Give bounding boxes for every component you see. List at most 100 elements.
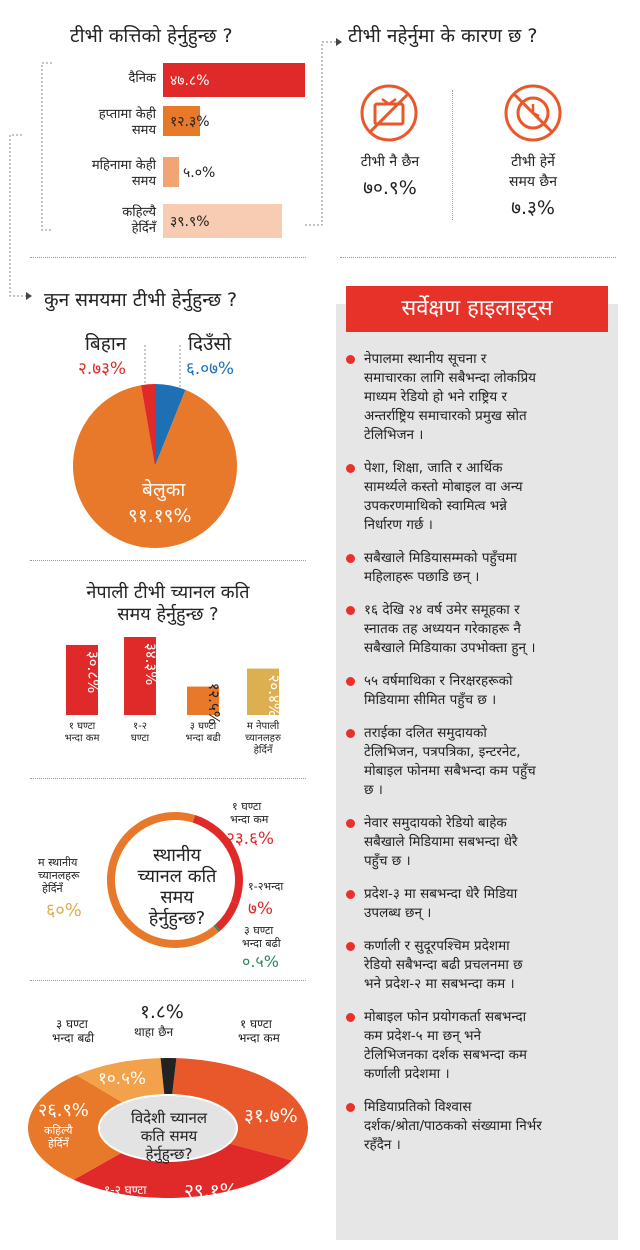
foreign-dk-value: १.८%	[140, 1001, 184, 1023]
nepali-title-2: समय हेर्नुहुन्छ ?	[117, 604, 219, 625]
frequency-bar-label: हप्तामा केही समय	[98, 107, 156, 138]
highlight-item: मिडियाप्रतिको विश्वास दर्शक/श्रोता/पाठकक…	[346, 1098, 608, 1155]
highlight-item: नेपालमा स्थानीय सूचना र समाचारका लागि सब…	[346, 350, 608, 445]
nepali-bar-label: भन्दा बढी	[185, 732, 221, 744]
frequency-bar-label: दैनिक	[128, 71, 156, 86]
nepali-bar-label: ३ घण्टा	[190, 721, 217, 732]
foreign-gt3-name-2: भन्दा बढी	[52, 1031, 95, 1045]
nepali-bar	[124, 637, 156, 715]
local-lt1-value: २३.६%	[226, 829, 275, 849]
evening-label: बेलुका	[142, 479, 186, 501]
highlight-text: १६ देखि २४ वर्ष उमेर समूहका र स्नातक तह …	[364, 602, 536, 656]
bullet-icon	[346, 464, 355, 473]
highlight-text: पेशा, शिक्षा, जाति र आर्थिक सामर्थ्यले क…	[364, 460, 523, 533]
highlight-item: ५५ वर्षमाथिका र निरक्षरहरूको मिडियामा सी…	[346, 672, 608, 710]
no-time-value: ७.३%	[511, 197, 555, 219]
afternoon-value: ६.०७%	[186, 359, 235, 379]
highlight-item: १६ देखि २४ वर्ष उमेर समूहका र स्नातक तह …	[346, 601, 608, 658]
no-tv-label: टीभी नै छैन	[360, 154, 420, 170]
highlight-item: नेवार समुदायको रेडियो बाहेक सबैखाले मिडि…	[346, 814, 608, 871]
nepali-bar-label: हेर्दिनँ	[254, 744, 274, 756]
frequency-bar-label: कहिल्यै हेर्दिनँ	[122, 205, 156, 236]
frequency-bar-value: ४७.८%	[170, 73, 210, 89]
highlight-text: तराईका दलित समुदायको टेलिभिजन, पत्रपत्रि…	[364, 725, 536, 798]
frequency-bar-value: १२.३%	[170, 114, 210, 130]
donut-segment	[76, 1058, 165, 1103]
highlight-text: नेपालमा स्थानीय सूचना र समाचारका लागि सब…	[364, 351, 536, 443]
foreign-center-3: हेर्नुहुन्छ?	[145, 1145, 193, 1163]
highlight-item: कर्णाली र सुदूरपश्चिम प्रदेशमा रेडियो सब…	[346, 937, 608, 994]
nepali-bar	[66, 644, 98, 715]
nepali-bar-value: ३०.८%	[84, 651, 102, 693]
donut-segment	[192, 815, 244, 904]
foreign-1to2-value: २९.१%	[184, 1180, 238, 1202]
highlights-panel	[336, 304, 618, 1240]
nepali-bar-label: च्यानलहरु	[245, 733, 282, 744]
highlight-text: ५५ वर्षमाथिका र निरक्षरहरूको मिडियामा सी…	[364, 673, 513, 708]
foreign-never-value: २६.९%	[38, 1100, 89, 1121]
frequency-bar-label: महिनामा केही समय	[91, 158, 156, 189]
local-never-value: ६०%	[46, 900, 82, 921]
donut-segment	[215, 900, 239, 931]
local-donut-chart	[107, 811, 244, 948]
local-never-name-1: म स्थानीय	[38, 856, 78, 869]
highlight-item: सबैखाले मिडियासम्मको पहुँचमा महिलाहरू पछ…	[346, 549, 608, 587]
bullet-icon	[346, 942, 355, 951]
frequency-bar	[163, 157, 179, 187]
pie-slice	[72, 385, 237, 548]
nepali-bar-label: घण्टा	[131, 733, 150, 744]
foreign-lt1-value: ३१.७%	[244, 1105, 298, 1127]
foreign-lt1-name-1: १ घण्टा	[240, 1017, 272, 1031]
bullet-icon	[346, 729, 355, 738]
local-never-name-2: च्यानलहरू	[38, 869, 80, 882]
nepali-bar-label: १-२	[133, 721, 147, 732]
bullet-icon	[346, 1103, 355, 1112]
highlights-title: सर्वेक्षण हाइलाइट्स	[346, 286, 608, 332]
local-gt3-name-1: ३ घण्टा	[244, 924, 274, 937]
no-tv-icon	[360, 84, 418, 142]
donut-segment	[73, 1143, 293, 1198]
local-lt1-name-1: १ घण्टा	[232, 800, 262, 813]
donut-segment	[160, 1058, 177, 1095]
highlight-text: प्रदेश-३ मा सबभन्दा धेरै मिडिया उपलब्ध छ…	[364, 886, 518, 921]
foreign-lt1-name-2: भन्दा कम	[238, 1031, 280, 1045]
donut-segment	[107, 811, 219, 948]
foreign-1to2-name: १-२ घण्टा	[104, 1183, 147, 1197]
highlight-text: मोबाइल फोन प्रयोगकर्ता सबभन्दा कम प्रदेश…	[364, 1009, 528, 1082]
highlight-item: प्रदेश-३ मा सबभन्दा धेरै मिडिया उपलब्ध छ…	[346, 885, 608, 923]
frequency-bar	[163, 106, 200, 136]
highlight-text: मिडियाप्रतिको विश्वास दर्शक/श्रोता/पाठकक…	[364, 1099, 542, 1153]
local-center-2: च्यानल कति	[137, 866, 217, 887]
no-clock-icon	[504, 84, 562, 142]
bullet-icon	[346, 554, 355, 563]
highlight-text: नेवार समुदायको रेडियो बाहेक सबैखाले मिडि…	[364, 815, 518, 869]
bullet-icon	[346, 677, 355, 686]
foreign-donut-chart	[28, 1058, 309, 1198]
foreign-center-2: कति समय	[140, 1127, 198, 1145]
afternoon-label: दिउँसो	[188, 333, 232, 355]
time-title: कुन समयमा टीभी हेर्नुहुन्छ ?	[44, 289, 238, 311]
bullet-icon	[346, 890, 355, 899]
frequency-bracket	[9, 38, 342, 300]
highlight-item: मोबाइल फोन प्रयोगकर्ता सबभन्दा कम प्रदेश…	[346, 1008, 608, 1084]
frequency-bar-value: ३९.९%	[170, 214, 210, 230]
local-1to2-name: १-२भन्दा	[248, 880, 284, 893]
frequency-bar-value: ५.०%	[183, 165, 216, 181]
foreign-dk-name: थाहा छैन	[134, 1025, 174, 1039]
morning-label: बिहान	[85, 333, 127, 355]
nepali-bar	[247, 668, 279, 715]
highlight-text: सबैखाले मिडियासम्मको पहुँचमा महिलाहरू पछ…	[364, 550, 517, 585]
nepali-bar-value: २०.४%	[265, 675, 283, 717]
highlight-text: कर्णाली र सुदूरपश्चिम प्रदेशमा रेडियो सब…	[364, 938, 523, 992]
local-center-1: स्थानीय	[153, 845, 201, 866]
bullet-icon	[346, 606, 355, 615]
frequency-bar	[163, 63, 305, 97]
pie-slice	[141, 384, 155, 466]
nepali-bar-label: भन्दा कम	[65, 733, 101, 744]
local-gt3-value: ०.५%	[242, 952, 279, 971]
local-never-name-3: हेर्दिनँ	[42, 882, 63, 895]
local-center-4: हेर्नुहुन्छ?	[148, 908, 206, 929]
nepali-bar	[187, 686, 219, 715]
morning-value: २.७३%	[78, 359, 127, 379]
reasons-title: टीभी नहेर्नुमा के कारण छ ?	[348, 25, 538, 47]
